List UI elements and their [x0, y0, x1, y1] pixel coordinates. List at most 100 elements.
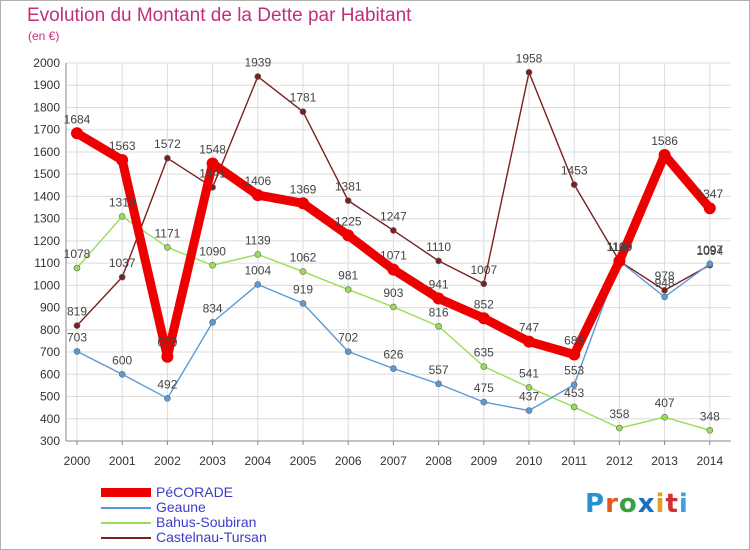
- y-tick-label: 2000: [33, 56, 60, 70]
- data-label: 1037: [109, 256, 136, 270]
- x-tick-label: 2010: [516, 454, 543, 468]
- data-label: 948: [655, 276, 675, 290]
- data-point: [73, 348, 81, 355]
- logo-letter: o: [618, 489, 638, 519]
- data-label: 1247: [380, 209, 407, 223]
- legend-label-pecorade: PéCORADE: [156, 484, 234, 500]
- legend-item-pecorade: PéCORADE: [101, 485, 361, 500]
- data-label: 1548: [199, 143, 226, 157]
- x-tick-label: 2009: [470, 454, 497, 468]
- data-label: 981: [338, 269, 358, 283]
- data-label: 1684: [64, 112, 91, 126]
- data-label: 1310: [109, 195, 136, 209]
- data-label: 1563: [109, 139, 136, 153]
- x-tick-label: 2004: [244, 454, 271, 468]
- x-tick-label: 2000: [64, 454, 91, 468]
- data-point: [299, 268, 307, 275]
- data-point: [251, 189, 264, 202]
- data-point: [254, 73, 262, 80]
- data-label: 475: [474, 381, 494, 395]
- y-tick-label: 1300: [33, 212, 60, 226]
- data-label: 702: [338, 331, 358, 345]
- x-tick-label: 2001: [109, 454, 136, 468]
- data-label: 600: [112, 353, 132, 367]
- y-tick-label: 900: [40, 301, 60, 315]
- data-point: [706, 260, 714, 268]
- data-label: 679: [157, 336, 177, 350]
- logo-letter: x: [637, 489, 656, 519]
- data-point: [570, 403, 578, 411]
- data-label: 557: [429, 363, 449, 377]
- data-point: [71, 127, 83, 140]
- logo-letter: r: [605, 489, 619, 519]
- data-point: [613, 255, 626, 268]
- legend-item-geaune: Geaune: [101, 500, 361, 515]
- data-point: [299, 108, 307, 115]
- data-point: [344, 286, 352, 293]
- data-label: 1007: [470, 263, 497, 277]
- data-point: [209, 262, 216, 269]
- data-label: 553: [564, 364, 584, 378]
- y-tick-label: 1100: [34, 256, 60, 270]
- data-label: 689: [564, 334, 584, 348]
- data-label: 541: [519, 366, 539, 380]
- data-point: [73, 264, 81, 272]
- data-label: 1078: [64, 247, 91, 261]
- legend: PéCORADE Geaune Bahus-Soubiran Castelnau…: [101, 485, 361, 545]
- data-point: [209, 318, 216, 326]
- data-point: [661, 413, 668, 421]
- data-point: [435, 380, 442, 388]
- data-label: 1781: [290, 91, 317, 105]
- data-label: 407: [655, 396, 675, 410]
- x-tick-label: 2006: [335, 454, 362, 468]
- chart-subtitle: (en €): [28, 29, 60, 43]
- data-label: 1071: [380, 249, 407, 263]
- data-label: 1225: [335, 214, 362, 228]
- data-point: [658, 149, 671, 162]
- y-tick-label: 1800: [33, 100, 60, 114]
- legend-swatch-pecorade: [101, 488, 151, 497]
- data-point: [525, 384, 533, 391]
- data-label: 819: [67, 305, 87, 319]
- data-point: [570, 381, 578, 389]
- logo-letter: t: [665, 489, 679, 519]
- logo-letter: P: [585, 489, 606, 519]
- data-label: 1094: [696, 244, 723, 258]
- y-tick-label: 600: [40, 367, 60, 381]
- data-label: 1171: [154, 226, 180, 240]
- data-label: 1110: [426, 240, 451, 254]
- data-label: 903: [383, 286, 403, 300]
- data-label: 1097: [696, 243, 723, 257]
- data-point: [118, 370, 126, 378]
- data-point: [344, 197, 352, 204]
- data-point: [616, 424, 623, 432]
- data-point: [390, 365, 397, 372]
- chart-title: Evolution du Montant de la Dette par Hab…: [27, 5, 412, 26]
- data-label: 1958: [516, 51, 543, 65]
- data-label: 1004: [244, 263, 271, 277]
- data-label: 1109: [606, 240, 632, 254]
- data-label: 1381: [335, 180, 362, 194]
- x-tick-label: 2014: [696, 454, 723, 468]
- data-point: [661, 293, 668, 301]
- y-tick-label: 800: [40, 323, 60, 337]
- data-label: 1369: [290, 182, 317, 196]
- x-tick-label: 2002: [154, 454, 181, 468]
- data-label: 1572: [154, 137, 181, 151]
- data-point: [299, 300, 307, 307]
- legend-item-bahus-soubiran: Bahus-Soubiran: [101, 515, 361, 530]
- x-tick-label: 2011: [561, 454, 587, 468]
- data-label: 1109: [606, 240, 632, 254]
- series-lines: [71, 69, 716, 434]
- data-label: 1406: [244, 174, 271, 188]
- data-label: 358: [609, 407, 629, 421]
- x-tick-label: 2012: [606, 454, 633, 468]
- x-tick-label: 2013: [651, 454, 678, 468]
- y-tick-label: 1000: [33, 278, 60, 292]
- data-label: 437: [519, 390, 539, 404]
- data-label: 1586: [651, 134, 678, 148]
- x-tick-label: 2007: [380, 454, 407, 468]
- y-tick-label: 1200: [33, 234, 60, 248]
- data-point: [164, 154, 171, 162]
- legend-label-castelnau-tursan: Castelnau-Tursan: [156, 529, 267, 545]
